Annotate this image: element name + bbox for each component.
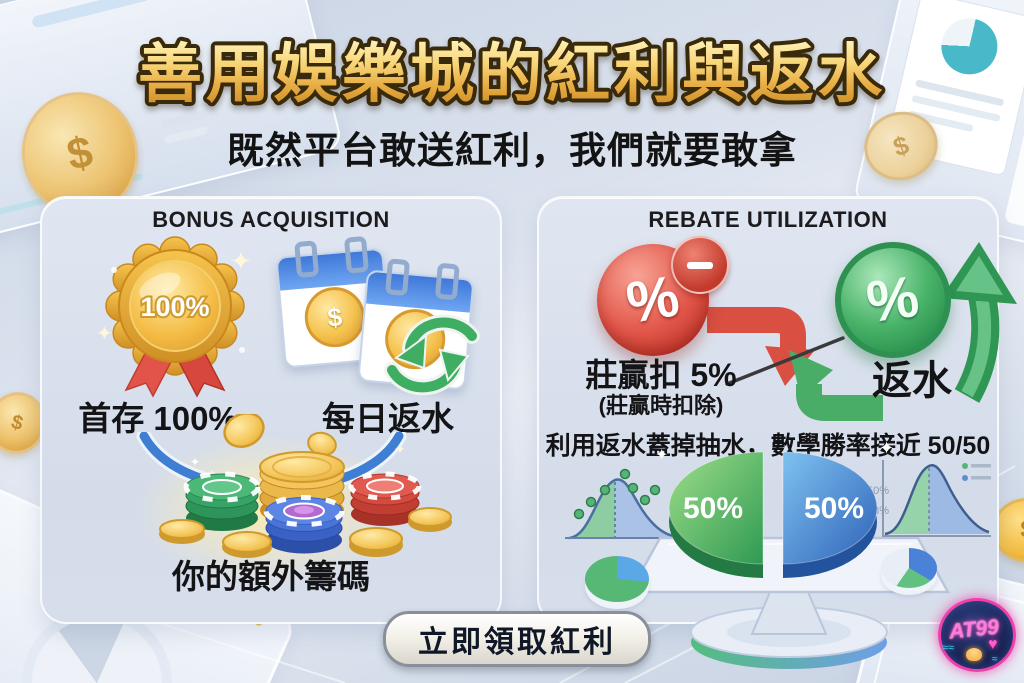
chips-label: 你的額外籌碼 xyxy=(172,558,370,595)
dollar-coin-icon: $ xyxy=(302,284,368,350)
brand-logo: AT99 ♥ ≈≈ ≈ xyxy=(926,596,1022,682)
refresh-arrows-icon xyxy=(384,314,480,396)
deduction-label: 莊贏扣 5% xyxy=(585,357,737,393)
first-deposit-label: 首存 100% xyxy=(78,400,238,437)
calendar-ring xyxy=(434,262,460,301)
neon-decoration: ≈ xyxy=(992,654,998,665)
sparkle-icon: ✦ xyxy=(879,438,894,458)
minus-badge-icon xyxy=(671,236,729,294)
dollar-coin-icon: $ xyxy=(8,410,26,435)
mini-pie-left xyxy=(585,556,649,602)
page-title: 善用娛樂城的紅利與返水 xyxy=(138,38,886,110)
percent-symbol: % xyxy=(862,263,923,336)
claim-bonus-button[interactable]: 立即領取紅利 xyxy=(383,611,651,667)
right-panel-header: REBATE UTILIZATION xyxy=(648,207,888,232)
sparkle-icon: ✦ xyxy=(230,246,252,276)
rebate-utilization-panel: REBATE UTILIZATION % % 莊贏扣 5% (莊贏時扣除) 返水… xyxy=(537,196,1017,669)
daily-rebate-label: 每日返水 xyxy=(322,400,454,437)
claim-bonus-label: 立即領取紅利 xyxy=(418,626,616,659)
medal-value: 100% xyxy=(140,292,209,322)
dollar-coin-icon: $ xyxy=(1020,516,1024,544)
page-title-graphic: 善用娛樂城的紅利與返水 xyxy=(134,34,886,114)
pie-left-value: 50% xyxy=(683,492,743,525)
bonus-medal-icon: 100% ✦ ✦ xyxy=(96,236,252,398)
distribution-chart-left xyxy=(565,468,679,540)
math-winrate-line: 利用返水蓋掉抽水，數學勝率接近 50/50 xyxy=(545,432,991,460)
cancel-slash xyxy=(725,336,845,386)
rebate-flow-arrows xyxy=(707,242,1017,421)
left-panel-header: BONUS ACQUISITION xyxy=(152,207,390,232)
rebate-icon: % xyxy=(835,242,951,358)
page-subtitle: 既然平台敢送紅利，我們就要敢拿 xyxy=(227,130,797,171)
rebate-label: 返水 xyxy=(872,359,952,403)
sparkle-icon: ✦ xyxy=(96,323,113,345)
daily-rebate-calendars: $ ¥ xyxy=(275,235,494,396)
mini-pie-right xyxy=(881,548,937,588)
bonus-acquisition-panel: BONUS ACQUISITION 100% xyxy=(40,196,502,624)
calendar-ring xyxy=(294,240,320,279)
chips-pile-icon: ✦ ✦ xyxy=(159,414,452,558)
minus-bar xyxy=(687,261,713,269)
winrate-pie-chart: 50% 50% ✦ ✦ xyxy=(655,438,894,578)
sparkle-icon: ✦ xyxy=(394,441,406,457)
sparkle-icon: ✦ xyxy=(655,447,668,464)
neon-decoration: ≈≈ xyxy=(942,642,955,654)
heart-icon: ♥ xyxy=(988,636,998,653)
pie-right-value: 50% xyxy=(804,492,864,525)
lamp-icon xyxy=(966,648,982,661)
calendar-ring xyxy=(385,258,411,297)
calendar-ring xyxy=(343,235,369,274)
deduction-note: (莊贏時扣除) xyxy=(598,393,724,418)
sparkle-icon: ✦ xyxy=(190,455,200,469)
